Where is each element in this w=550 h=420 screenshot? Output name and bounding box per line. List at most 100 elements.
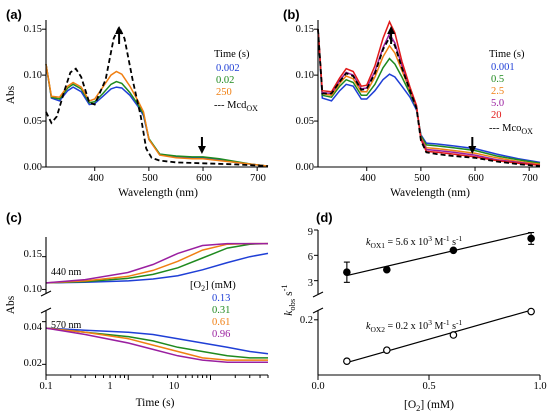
panel-c-ticks <box>42 256 269 380</box>
series-line-Mcd-ox <box>45 25 269 167</box>
panel-a-xlabel: Wavelength (nm) <box>118 187 198 199</box>
panel-c-ytick: 0.02 <box>24 358 42 369</box>
panel-a-legend-entry-blue: 0.002 <box>216 63 240 74</box>
series-line-2.5 <box>317 29 541 165</box>
arrow-down-icon <box>197 146 206 154</box>
panel-a-xtick: 700 <box>250 173 266 184</box>
panel-b-ytick: 0.05 <box>296 116 314 127</box>
trace-line-440nm-0.31 <box>45 242 269 284</box>
panel-c-legend-entry-green: 0.31 <box>212 305 230 316</box>
panel-d-axis-break-mark <box>312 291 324 298</box>
panel-b-xtick: 500 <box>414 173 430 184</box>
panel-c-ylabel: Abs <box>5 295 17 314</box>
panel-d-ticks <box>314 229 541 380</box>
trace-line-570nm-0.13 <box>45 327 269 355</box>
trace-line-440nm-0.13 <box>45 252 269 284</box>
panel-c-axis-break-mark <box>40 307 52 314</box>
panel-a-ytick: 0.00 <box>24 162 42 173</box>
panel-b-label: (b) <box>283 7 300 22</box>
trace-line-570nm-0.61 <box>45 327 268 361</box>
panel-c-label: (c) <box>6 210 22 225</box>
data-point-kOX1 <box>449 246 458 255</box>
series-line-0.001 <box>317 29 541 164</box>
panel-b-xtick: 400 <box>360 173 376 184</box>
series-line-Mco-ox <box>317 29 541 167</box>
series-line-5.0 <box>317 29 541 166</box>
series-line-0.002 <box>45 63 269 167</box>
panel-c-plot <box>45 242 269 363</box>
panel-d-ytick: 9 <box>308 227 313 238</box>
panel-c-annotation-440: 440 nm <box>51 267 82 278</box>
panel-b-legend-entry-green: 0.5 <box>491 74 504 85</box>
panel-d-label: (d) <box>316 210 333 225</box>
panel-b-legend-entry-reference: --- McoOX <box>489 123 533 136</box>
panel-c-legend-entry-orange: 0.61 <box>212 317 230 328</box>
data-point-kOX2 <box>527 307 535 316</box>
panel-c-legend-entry-purple: 0.96 <box>212 329 230 340</box>
panel-c-xtick: 10 <box>169 381 180 392</box>
series-line-250 <box>45 63 269 167</box>
panel-a-label: (a) <box>6 7 22 22</box>
arrow-up-icon <box>387 26 396 34</box>
panel-b-xtick: 700 <box>522 173 538 184</box>
panel-d-ytick: 3 <box>308 278 313 289</box>
panel-d-xlabel: [O2] (mM) <box>404 399 454 413</box>
series-line-0.5 <box>317 29 541 165</box>
panel-a-ytick: 0.10 <box>24 70 42 81</box>
panel-d-axis-break-mark <box>312 307 324 314</box>
arrow-down-icon <box>468 146 477 154</box>
panel-d-ytick: 0.2 <box>300 315 313 326</box>
panel-c-axis-break-mark <box>40 290 52 297</box>
arrow-up-icon <box>115 26 124 34</box>
panel-b-plot <box>317 19 541 167</box>
panel-a-ytick: 0.15 <box>24 24 42 35</box>
panel-b-ytick: 0.10 <box>296 70 314 81</box>
panel-b-legend-entry-blue: 0.001 <box>491 62 515 73</box>
panel-a-legend-title: Time (s) <box>214 49 250 60</box>
panel-a-ytick: 0.05 <box>24 116 42 127</box>
panel-b-legend-entry-orange: 2.5 <box>491 86 504 97</box>
panel-d-plot <box>343 231 535 366</box>
panel-c-ytick: 0.04 <box>24 322 43 333</box>
trace-line-570nm-0.31 <box>45 327 268 359</box>
panel-b-xlabel: Wavelength (nm) <box>390 187 470 199</box>
panel-a-xtick: 400 <box>88 173 104 184</box>
data-point-kOX1 <box>383 265 391 274</box>
panel-b: (b) 0.00 0.05 0.10 0.15 400 500 600 700 … <box>283 7 541 199</box>
panel-c-legend-entry-blue: 0.13 <box>212 293 230 304</box>
panel-c-xlabel: Time (s) <box>136 397 175 409</box>
panel-a-legend-entry-reference: --- McdOX <box>214 100 258 113</box>
panel-d-annotation-kox1: kOX1 = 5.6 x 103 M-1 s-1 <box>366 234 462 250</box>
data-point-kOX2 <box>383 346 391 354</box>
series-line-20 <box>317 19 541 166</box>
panel-c-xtick: 0.1 <box>39 381 52 392</box>
panel-d-xtick: 0.0 <box>311 381 324 392</box>
panel-c-ytick: 0.10 <box>24 284 42 295</box>
data-point-kOX2 <box>449 331 458 339</box>
panel-a-ticks <box>42 28 258 171</box>
panel-a-legend-entry-orange: 250 <box>216 87 232 98</box>
panel-d-ylabel: kobs s-1 <box>279 284 297 315</box>
trace-line-570nm-0.96 <box>45 327 268 363</box>
trace-line-440nm-0.96 <box>45 242 268 284</box>
panel-c-ytick: 0.15 <box>24 249 42 260</box>
panel-b-legend-entry-red: 20 <box>491 110 502 121</box>
panel-c-annotation-570: 570 nm <box>51 320 82 331</box>
data-point-kOX2 <box>343 357 351 366</box>
series-line-0.02 <box>45 63 269 167</box>
panel-b-legend-entry-purple: 5.0 <box>491 98 504 109</box>
panel-d-xtick: 0.5 <box>422 381 435 392</box>
data-point-kOX1 <box>527 234 535 243</box>
panel-a: (a) 0.00 0.05 0.10 0.15 400 500 600 700 … <box>5 7 269 199</box>
panel-b-ytick: 0.15 <box>296 24 314 35</box>
panel-b-legend-title: Time (s) <box>489 49 525 60</box>
panel-d: (d) 3 6 9 0.2 0.0 0.5 1.0 [O2] (mM) kobs… <box>279 210 547 413</box>
data-point-kOX1 <box>343 268 351 277</box>
panel-c: (c) 0.10 0.15 0.02 0.04 0.1 1 10 Time (s… <box>5 210 269 409</box>
panel-b-ticks <box>314 28 530 171</box>
fit-line-kOX2 <box>346 309 532 364</box>
panel-a-ylabel: Abs <box>5 85 17 104</box>
fit-line-kOX1 <box>346 231 532 277</box>
panel-a-plot <box>45 25 269 167</box>
